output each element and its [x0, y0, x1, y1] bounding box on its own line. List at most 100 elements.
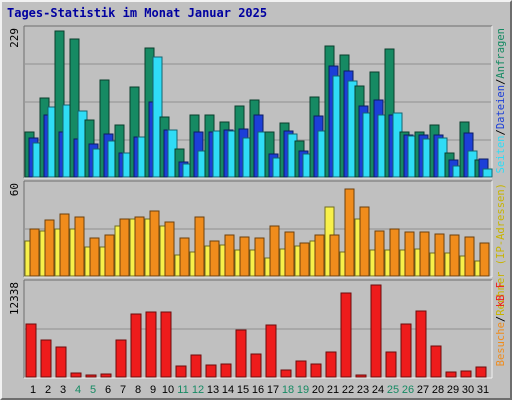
- x-tick-label-day-16: 16: [252, 384, 264, 396]
- legend-entry: Besuche: [495, 322, 507, 366]
- bar-kb-f-day-29: [445, 371, 457, 378]
- bar-kb-f-day-20: [310, 363, 322, 378]
- x-tick-label-day-12: 12: [192, 384, 204, 396]
- bar-besuche-day-23: [359, 206, 370, 277]
- bar-besuche-day-22: [344, 188, 355, 277]
- y-axis-max-label: 12338: [8, 282, 21, 315]
- x-tick-label-day-31: 31: [477, 384, 489, 396]
- x-tick-label-day-1: 1: [30, 384, 36, 396]
- legend-entry: /: [495, 79, 507, 85]
- bar-kb-f-day-7: [115, 339, 127, 378]
- x-axis-labels: 1 2 3 4 5 6 7 8 9 10 11 12 13 14 15 16 17 18 19 20 21 22 23 24 2…: [30, 384, 489, 396]
- panel-kbytes: 12338 kB F: [8, 279, 507, 379]
- bar-kb-f-day-13: [205, 364, 217, 378]
- bar-besuche-day-18: [284, 231, 295, 277]
- x-tick-label-day-7: 7: [120, 384, 126, 396]
- legend-entry: kB F: [495, 282, 507, 307]
- panel-visits: 60 Besuche/Rechner (IP-Adressen): [8, 180, 507, 366]
- bar-kb-f-day-23: [355, 374, 367, 378]
- x-tick-label-day-17: 17: [267, 384, 279, 396]
- right-legend: Seiten/Dateien/Anfragen: [495, 28, 507, 173]
- y-axis-max-label: 60: [8, 183, 21, 196]
- bar-besuche-day-29: [449, 234, 460, 277]
- legend-entry: Anfragen: [495, 28, 507, 79]
- bar-besuche-day-11: [179, 237, 190, 277]
- bar-kb-f-day-3: [55, 346, 67, 378]
- bar-besuche-day-26: [404, 231, 415, 277]
- x-tick-label-day-2: 2: [45, 384, 51, 396]
- x-tick-label-day-24: 24: [372, 384, 384, 396]
- y-axis-max-label: 229: [8, 28, 21, 48]
- bar-besuche-day-10: [164, 221, 175, 277]
- bar-kb-f-day-8: [130, 313, 142, 378]
- bar-kb-f-day-30: [460, 370, 472, 378]
- bar-besuche-day-13: [209, 240, 220, 277]
- bar-kb-f-day-17: [265, 324, 277, 378]
- bar-kb-f-day-27: [415, 310, 427, 378]
- bar-kb-f-day-11: [175, 365, 187, 378]
- bar-besuche-day-25: [389, 228, 400, 277]
- bar-besuche-day-12: [194, 216, 205, 277]
- bar-kb-f-day-18: [280, 369, 292, 378]
- bar-besuche-day-24: [374, 230, 385, 277]
- bar-kb-f-day-12: [190, 354, 202, 378]
- bar-kb-f-day-14: [220, 363, 232, 378]
- right-legend: kB F: [495, 282, 507, 307]
- bar-besuche-day-3: [59, 213, 70, 277]
- bar-kb-f-day-19: [295, 360, 307, 378]
- bar-kb-f-day-24: [370, 284, 382, 378]
- x-tick-label-day-4: 4: [75, 384, 81, 396]
- x-tick-label-day-19: 19: [297, 384, 309, 396]
- bar-kb-f-day-6: [100, 373, 112, 378]
- x-tick-label-day-5: 5: [90, 384, 96, 396]
- bar-kb-f-day-22: [340, 292, 352, 378]
- x-tick-label-day-14: 14: [222, 384, 234, 396]
- x-tick-label-day-10: 10: [162, 384, 174, 396]
- x-tick-label-day-15: 15: [237, 384, 249, 396]
- bar-besuche-day-8: [134, 216, 145, 277]
- bar-kb-f-day-10: [160, 311, 172, 378]
- bar-besuche-day-1: [29, 228, 40, 277]
- x-tick-label-day-11: 11: [177, 384, 188, 396]
- bar-kb-f-day-28: [430, 345, 442, 378]
- bar-seiten-day-31: [482, 168, 493, 178]
- bar-kb-f-day-9: [145, 311, 157, 378]
- x-tick-label-day-3: 3: [60, 384, 66, 396]
- x-tick-label-day-20: 20: [312, 384, 324, 396]
- right-legend: Besuche/Rechner (IP-Adressen): [495, 183, 507, 366]
- bar-kb-f-day-25: [385, 351, 397, 378]
- bar-besuche-day-17: [269, 225, 280, 277]
- bar-kb-f-day-1: [25, 323, 37, 378]
- bar-besuche-day-19: [299, 242, 310, 277]
- x-tick-label-day-30: 30: [462, 384, 474, 396]
- x-tick-label-day-9: 9: [150, 384, 156, 396]
- x-tick-label-day-8: 8: [135, 384, 141, 396]
- x-tick-label-day-29: 29: [447, 384, 459, 396]
- bar-kb-f-day-31: [475, 366, 487, 378]
- bar-besuche-day-30: [464, 236, 475, 277]
- x-tick-label-day-25: 25: [387, 384, 399, 396]
- bar-besuche-day-4: [74, 216, 85, 277]
- x-tick-label-day-22: 22: [342, 384, 354, 396]
- bar-besuche-day-9: [149, 210, 160, 277]
- legend-entry: Dateien: [495, 85, 507, 129]
- x-tick-label-day-13: 13: [207, 384, 219, 396]
- bar-besuche-day-5: [89, 237, 100, 277]
- legend-entry: Rechner (IP-Adressen): [495, 183, 507, 316]
- x-tick-label-day-21: 21: [327, 384, 339, 396]
- bar-kb-f-day-15: [235, 329, 247, 378]
- bar-besuche-day-27: [419, 231, 430, 277]
- bar-besuche-day-31: [479, 242, 490, 277]
- bar-besuche-day-6: [104, 234, 115, 277]
- bar-kb-f-day-4: [70, 372, 82, 378]
- bar-besuche-day-14: [224, 234, 235, 277]
- bar-kb-f-day-16: [250, 353, 262, 378]
- bar-besuche-day-28: [434, 233, 445, 277]
- legend-entry: Seiten: [495, 136, 507, 174]
- x-tick-label-day-18: 18: [282, 384, 294, 396]
- x-tick-label-day-23: 23: [357, 384, 369, 396]
- bar-besuche-day-7: [119, 218, 130, 277]
- bar-kb-f-day-21: [325, 351, 337, 378]
- bar-besuche-day-20: [314, 234, 325, 277]
